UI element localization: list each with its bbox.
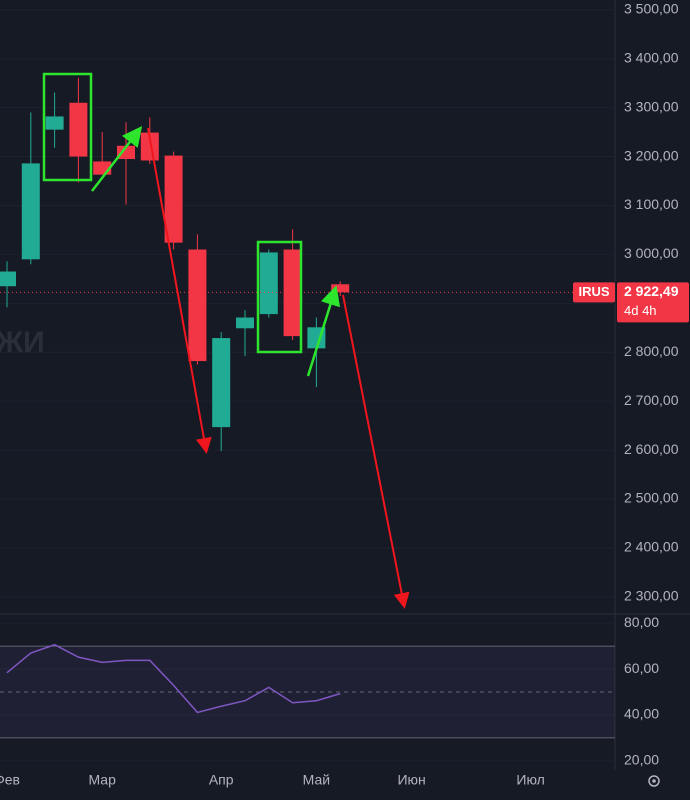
- y-tick-label: 2 800,00: [624, 343, 679, 359]
- y-tick-label: 60,00: [624, 660, 659, 676]
- arrow: [306, 285, 341, 377]
- settings-icon-dot: [652, 779, 656, 783]
- highlight-box: [42, 72, 93, 182]
- y-tick-label: 2 600,00: [624, 441, 679, 457]
- x-tick-label: Июн: [397, 772, 425, 788]
- x-tick-label: Апр: [209, 772, 234, 788]
- y-tick-label: 3 300,00: [624, 98, 679, 114]
- rsi-line: [6, 643, 341, 714]
- price-tag: [617, 282, 689, 323]
- y-tick-label: 2 500,00: [624, 490, 679, 506]
- x-tick-label: Май: [303, 772, 330, 788]
- watermark: ЖИ: [0, 326, 45, 359]
- y-tick-label: 2 700,00: [624, 392, 679, 408]
- candle-body: [188, 249, 207, 362]
- settings-icon[interactable]: [648, 775, 660, 787]
- candle-body: [236, 317, 254, 329]
- symbol-tag: [573, 282, 615, 303]
- countdown-label: 4d 4h: [624, 303, 657, 318]
- y-tick-label: 20,00: [624, 752, 659, 768]
- y-tick-label: 3 100,00: [624, 196, 679, 212]
- y-tick-label: 80,00: [624, 614, 659, 630]
- candle-body: [69, 102, 88, 157]
- highlight-box: [256, 240, 303, 354]
- x-tick-label: Фев: [0, 772, 20, 788]
- y-tick-label: 2 400,00: [624, 539, 679, 555]
- candle-body: [259, 252, 278, 315]
- arrow: [147, 127, 212, 454]
- y-tick-label: 3 500,00: [624, 0, 679, 16]
- candle-body: [45, 116, 64, 130]
- arrow: [91, 126, 143, 192]
- candle-body: [164, 155, 183, 243]
- x-tick-label: Мар: [88, 772, 116, 788]
- candle-body: [331, 284, 350, 293]
- y-tick-label: 3 200,00: [624, 147, 679, 163]
- drawings: [42, 72, 410, 609]
- candle-body: [117, 145, 135, 160]
- x-tick-label: Июл: [516, 772, 544, 788]
- y-tick-label: 2 300,00: [624, 588, 679, 604]
- price-label: 2 922,49: [624, 283, 679, 299]
- candle-body: [0, 271, 16, 287]
- arrow: [342, 294, 410, 609]
- candle-body: [140, 132, 159, 161]
- y-tick-label: 3 400,00: [624, 49, 679, 65]
- candle-body: [21, 163, 40, 260]
- candle-body: [212, 338, 231, 428]
- y-tick-label: 3 000,00: [624, 245, 679, 261]
- y-tick-label: 40,00: [624, 706, 659, 722]
- symbol-label: IRUS: [578, 284, 609, 299]
